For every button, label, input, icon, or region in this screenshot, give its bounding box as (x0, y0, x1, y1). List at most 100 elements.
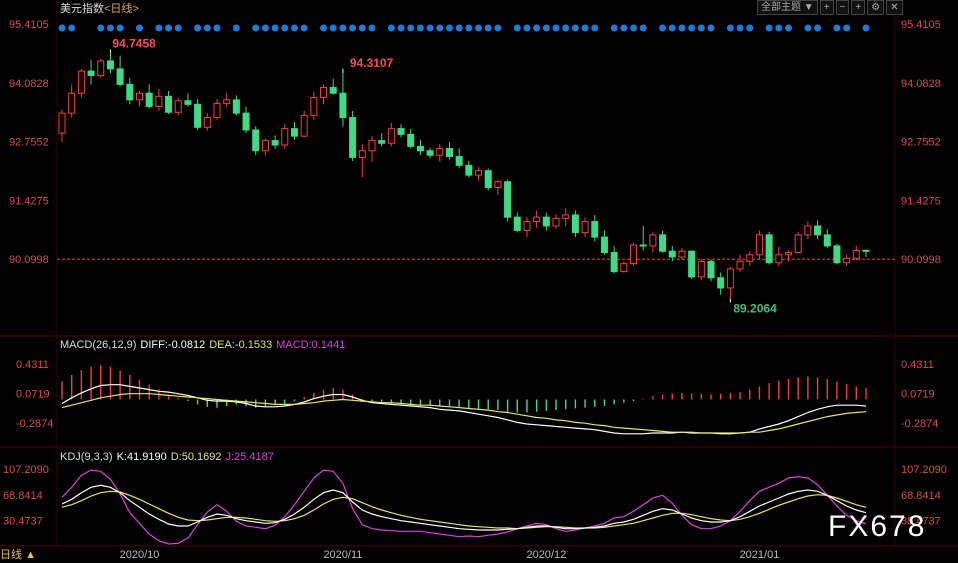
y-tick-label-right: 95.4105 (901, 19, 941, 31)
candle-body (281, 128, 289, 146)
candle-body (688, 250, 696, 278)
kdj-params: KDJ(9,3,3) (60, 451, 113, 463)
candle-body (387, 128, 395, 144)
candle-body (552, 217, 560, 227)
candle-body (668, 250, 676, 258)
theme-label: 全部主题 (761, 2, 801, 13)
event-dot (329, 24, 337, 32)
event-dot (397, 24, 405, 32)
candle-body (814, 225, 822, 236)
event-dot (775, 24, 783, 32)
event-dot (610, 24, 618, 32)
kdj-j-value: J:25.4187 (225, 451, 274, 463)
kdj-d-line (61, 490, 867, 530)
event-dot (542, 24, 550, 32)
candle-body (436, 148, 444, 156)
event-dot (726, 24, 734, 32)
candle-body (126, 83, 134, 101)
candle-body (484, 170, 492, 188)
event-dot (785, 24, 793, 32)
macd-tick-right: 0.0719 (901, 389, 935, 401)
event-dot (843, 24, 851, 32)
event-dot (591, 24, 599, 32)
crosshair-icon[interactable]: + (819, 0, 834, 15)
candle-body (155, 95, 163, 108)
kdj-legend: KDJ(9,3,3) K:41.9190 D:50.1692 J:25.4187 (60, 451, 278, 463)
candle-body (135, 92, 143, 101)
macd-dea-line (61, 393, 867, 434)
candle-body (116, 68, 124, 85)
event-dot (68, 24, 76, 32)
macd-params: MACD(26,12,9) (60, 339, 137, 351)
candle-body (58, 112, 66, 134)
candle-body (533, 216, 541, 223)
instrument-name: 美元指数 (60, 3, 104, 15)
event-dot (174, 24, 182, 32)
candle-body (610, 252, 618, 273)
candle-body (97, 60, 105, 77)
event-dot (765, 24, 773, 32)
candle-body (368, 140, 376, 152)
event-dot (620, 24, 628, 32)
kdj-tick-left: 30.4737 (3, 515, 43, 527)
macd-legend: MACD(26,12,9) DIFF:-0.0812 DEA:-0.1533 MACD… (60, 339, 349, 351)
event-dot (387, 24, 395, 32)
event-dot (484, 24, 492, 32)
event-dot (513, 24, 521, 32)
candle-body (87, 70, 95, 77)
theme-dropdown[interactable]: 全部主题 ▼ (757, 0, 818, 15)
candle-body (659, 234, 667, 252)
high-value-label: 94.7458 (112, 36, 156, 50)
event-dot (261, 24, 269, 32)
event-dot (252, 24, 260, 32)
candle-body (397, 128, 405, 135)
event-dot (155, 24, 163, 32)
event-dot (630, 24, 638, 32)
candle-body (106, 60, 114, 70)
event-dot (814, 24, 822, 32)
event-dot (804, 24, 812, 32)
candle-body (542, 216, 550, 227)
candle-body (833, 245, 841, 264)
candle-body (620, 263, 628, 273)
period-selector[interactable]: 日线 ▲ (0, 546, 36, 563)
event-dot (407, 24, 415, 32)
candle-body (862, 249, 870, 252)
candle-body (329, 86, 337, 94)
x-tick-label: 2021/01 (740, 549, 780, 561)
chart-title: 美元指数<日线> (60, 0, 139, 16)
y-tick-label-right: 91.4275 (901, 195, 941, 207)
y-tick-label-left: 91.4275 (9, 195, 49, 207)
period-link[interactable]: <日线> (104, 3, 139, 15)
event-dot (494, 24, 502, 32)
candle-body (600, 236, 608, 254)
y-tick-label-left: 94.0828 (9, 78, 49, 90)
zoom-out-icon[interactable]: − (835, 0, 850, 15)
event-dot (571, 24, 579, 32)
macd-tick-right: 0.4311 (901, 359, 934, 371)
event-dot (290, 24, 298, 32)
kdj-k-line (61, 484, 867, 531)
candle-body (213, 102, 221, 119)
candle-body (794, 234, 802, 254)
candle-body (755, 234, 763, 256)
event-dot (862, 24, 870, 32)
event-dot (97, 24, 105, 32)
macd-value: MACD:0.1441 (276, 339, 346, 351)
macd-tick-left: -0.2874 (16, 418, 53, 430)
chart-toolbar: 全部主题 ▼ + − + ⚙ ✕ (757, 0, 903, 15)
zoom-in-icon[interactable]: + (851, 0, 866, 15)
event-dot (465, 24, 473, 32)
candle-body (290, 128, 298, 137)
settings-icon[interactable]: ⚙ (867, 0, 885, 15)
y-tick-label-right: 94.0828 (901, 78, 941, 90)
event-dot (339, 24, 347, 32)
close-icon[interactable]: ✕ (886, 0, 903, 15)
candle-body (261, 140, 269, 152)
event-dot (475, 24, 483, 32)
event-dot (455, 24, 463, 32)
candle-body (68, 92, 76, 114)
low-value-label: 89.2064 (733, 302, 777, 316)
candle-body (378, 140, 386, 144)
